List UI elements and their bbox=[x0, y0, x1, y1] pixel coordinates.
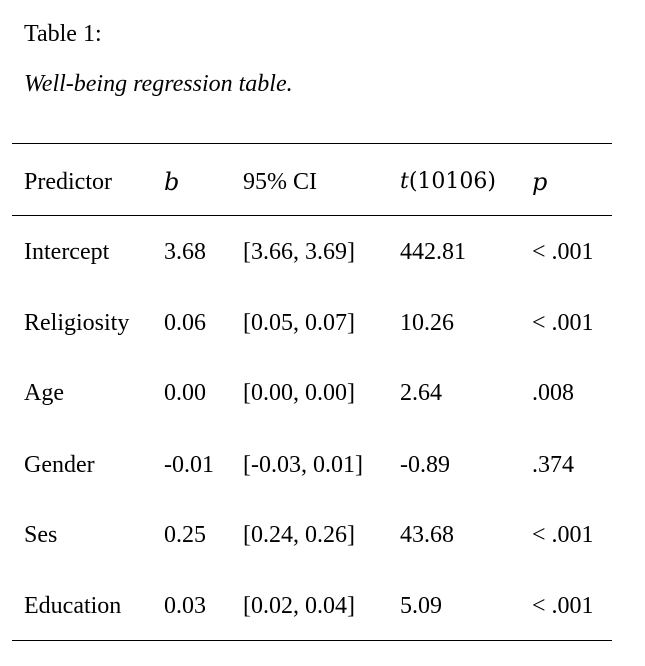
cell-p: < .001 bbox=[532, 593, 594, 619]
cell-b: 3.68 bbox=[164, 239, 206, 265]
table-number-label: Table 1: bbox=[24, 21, 102, 47]
cell-ci: [0.00, 0.00] bbox=[243, 380, 355, 406]
table-row: Education 0.03 [0.02, 0.04] 5.09 < .001 bbox=[0, 590, 645, 622]
table-row: Ses 0.25 [0.24, 0.26] 43.68 < .001 bbox=[0, 519, 645, 551]
cell-ci: [0.05, 0.07] bbox=[243, 310, 355, 336]
cell-p: < .001 bbox=[532, 522, 594, 548]
header-predictor: Predictor bbox=[24, 169, 112, 195]
cell-p: < .001 bbox=[532, 239, 594, 265]
cell-b: 0.03 bbox=[164, 593, 206, 619]
cell-ci: [-0.03, 0.01] bbox=[243, 452, 363, 478]
header-t-variable: t bbox=[400, 169, 409, 194]
table-row: Gender -0.01 [-0.03, 0.01] -0.89 .374 bbox=[0, 449, 645, 481]
cell-t: 442.81 bbox=[400, 239, 466, 265]
cell-b: 0.00 bbox=[164, 380, 206, 406]
cell-ci: [0.02, 0.04] bbox=[243, 593, 355, 619]
table-header-row: Predictor b 95% CI t(10106) p bbox=[0, 166, 645, 198]
header-rule bbox=[12, 215, 612, 216]
cell-t: 2.64 bbox=[400, 380, 442, 406]
cell-t: 10.26 bbox=[400, 310, 454, 336]
table-row: Religiosity 0.06 [0.05, 0.07] 10.26 < .0… bbox=[0, 307, 645, 339]
cell-p: .374 bbox=[532, 452, 574, 478]
cell-predictor: Education bbox=[24, 593, 122, 619]
cell-p: < .001 bbox=[532, 310, 594, 336]
cell-predictor: Religiosity bbox=[24, 310, 130, 336]
cell-b: 0.06 bbox=[164, 310, 206, 336]
cell-ci: [0.24, 0.26] bbox=[243, 522, 355, 548]
cell-t: 43.68 bbox=[400, 522, 454, 548]
cell-b: 0.25 bbox=[164, 522, 206, 548]
cell-ci: [3.66, 3.69] bbox=[243, 239, 355, 265]
table-row: Intercept 3.68 [3.66, 3.69] 442.81 < .00… bbox=[0, 236, 645, 268]
cell-predictor: Ses bbox=[24, 522, 58, 548]
header-b: b bbox=[164, 168, 180, 196]
header-ci: 95% CI bbox=[243, 169, 317, 195]
table-title: Well-being regression table. bbox=[24, 71, 293, 97]
header-t-df: (10106) bbox=[408, 169, 496, 194]
top-rule bbox=[12, 143, 612, 144]
cell-predictor: Age bbox=[24, 380, 64, 406]
cell-b: -0.01 bbox=[164, 452, 214, 478]
cell-t: 5.09 bbox=[400, 593, 442, 619]
cell-t: -0.89 bbox=[400, 452, 450, 478]
cell-predictor: Intercept bbox=[24, 239, 110, 265]
header-t: t(10106) bbox=[400, 166, 496, 198]
cell-predictor: Gender bbox=[24, 452, 95, 478]
bottom-rule bbox=[12, 640, 612, 641]
header-p: p bbox=[532, 168, 548, 196]
table-row: Age 0.00 [0.00, 0.00] 2.64 .008 bbox=[0, 377, 645, 409]
cell-p: .008 bbox=[532, 380, 574, 406]
